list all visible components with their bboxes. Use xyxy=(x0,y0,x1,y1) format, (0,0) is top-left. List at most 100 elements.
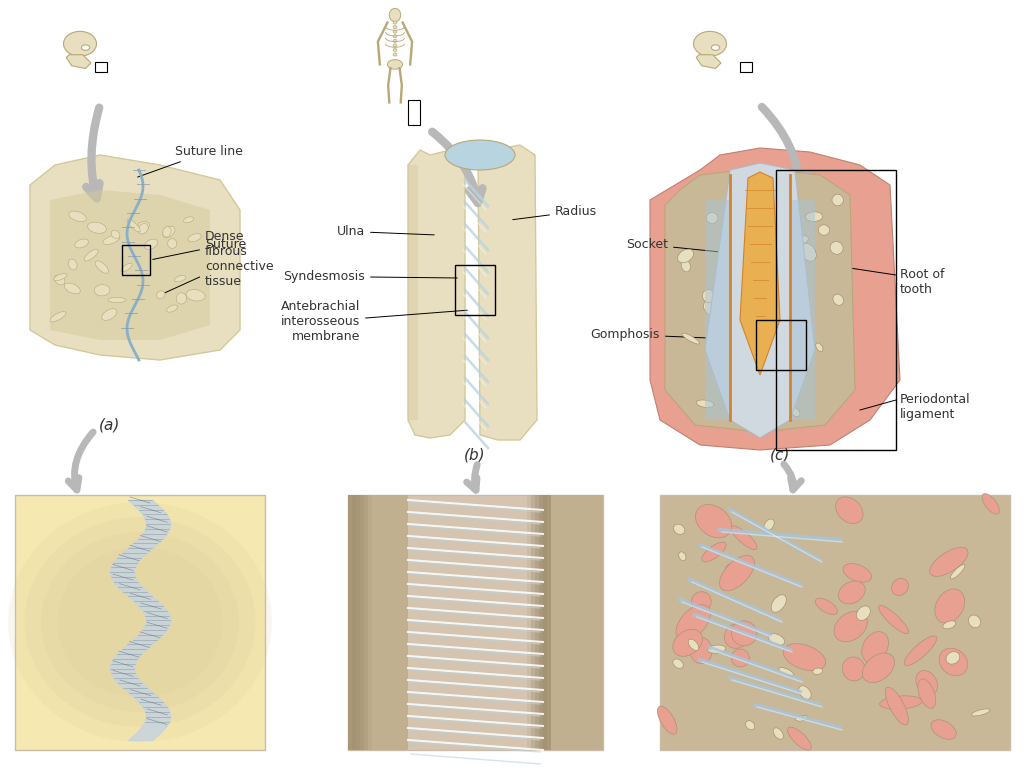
Ellipse shape xyxy=(724,623,750,648)
Text: (b): (b) xyxy=(464,448,485,463)
Ellipse shape xyxy=(713,347,721,356)
Ellipse shape xyxy=(393,39,397,42)
Ellipse shape xyxy=(950,564,965,579)
Ellipse shape xyxy=(54,275,65,285)
Ellipse shape xyxy=(673,659,683,669)
Text: Root of
tooth: Root of tooth xyxy=(900,268,944,296)
Polygon shape xyxy=(705,163,815,438)
Ellipse shape xyxy=(862,653,895,682)
Ellipse shape xyxy=(50,312,66,322)
Ellipse shape xyxy=(946,652,959,664)
Ellipse shape xyxy=(95,261,109,273)
Ellipse shape xyxy=(843,564,871,582)
Ellipse shape xyxy=(720,555,755,591)
Ellipse shape xyxy=(972,709,990,716)
Ellipse shape xyxy=(676,604,711,641)
Text: Socket: Socket xyxy=(626,238,748,255)
Text: Antebrachial
interosseous
membrane: Antebrachial interosseous membrane xyxy=(281,300,467,343)
Text: Radius: Radius xyxy=(513,205,597,220)
Ellipse shape xyxy=(393,49,397,52)
Ellipse shape xyxy=(108,297,126,303)
Bar xyxy=(543,495,603,750)
Ellipse shape xyxy=(764,208,779,223)
Ellipse shape xyxy=(393,53,397,56)
Ellipse shape xyxy=(790,407,800,417)
Ellipse shape xyxy=(138,222,150,229)
Ellipse shape xyxy=(168,239,177,249)
Ellipse shape xyxy=(886,687,908,725)
Ellipse shape xyxy=(25,517,256,727)
Text: (c): (c) xyxy=(770,448,791,463)
Ellipse shape xyxy=(673,629,702,656)
Ellipse shape xyxy=(187,234,202,242)
Ellipse shape xyxy=(935,589,965,623)
Ellipse shape xyxy=(830,242,843,254)
Text: Periodontal
ligament: Periodontal ligament xyxy=(900,393,971,421)
Bar xyxy=(455,265,495,315)
Ellipse shape xyxy=(930,547,968,577)
Ellipse shape xyxy=(731,649,750,667)
Bar xyxy=(360,495,368,750)
Ellipse shape xyxy=(176,293,186,304)
Ellipse shape xyxy=(712,45,720,50)
Bar xyxy=(660,495,1010,750)
Text: Gomphosis: Gomphosis xyxy=(591,328,754,341)
Bar xyxy=(364,495,372,750)
Ellipse shape xyxy=(788,317,798,324)
Ellipse shape xyxy=(843,657,865,681)
Polygon shape xyxy=(408,150,465,438)
Ellipse shape xyxy=(163,226,175,238)
Bar xyxy=(122,245,150,275)
Ellipse shape xyxy=(730,526,757,550)
Ellipse shape xyxy=(678,249,693,262)
Ellipse shape xyxy=(771,594,786,612)
Ellipse shape xyxy=(783,644,825,671)
Text: Ulna: Ulna xyxy=(337,225,434,238)
Ellipse shape xyxy=(157,291,165,299)
Ellipse shape xyxy=(768,634,784,645)
Ellipse shape xyxy=(836,497,863,523)
Ellipse shape xyxy=(799,686,811,699)
Ellipse shape xyxy=(813,668,822,675)
Ellipse shape xyxy=(696,400,714,408)
Ellipse shape xyxy=(931,720,956,740)
Ellipse shape xyxy=(445,140,515,170)
Ellipse shape xyxy=(707,212,718,223)
Ellipse shape xyxy=(688,639,698,651)
Ellipse shape xyxy=(835,611,867,642)
Ellipse shape xyxy=(88,222,106,233)
Text: Suture line: Suture line xyxy=(137,145,243,177)
Ellipse shape xyxy=(831,195,844,205)
Bar xyxy=(756,320,806,370)
Ellipse shape xyxy=(799,235,808,243)
Ellipse shape xyxy=(806,212,822,222)
Ellipse shape xyxy=(703,300,720,316)
Text: Syndesmosis: Syndesmosis xyxy=(284,270,458,283)
Ellipse shape xyxy=(393,44,397,47)
Text: Suture: Suture xyxy=(153,238,246,259)
Ellipse shape xyxy=(681,259,690,272)
Ellipse shape xyxy=(787,727,811,750)
Ellipse shape xyxy=(183,217,194,222)
Ellipse shape xyxy=(393,21,397,24)
Bar xyxy=(535,495,543,750)
Polygon shape xyxy=(30,155,240,360)
Ellipse shape xyxy=(856,606,870,621)
Ellipse shape xyxy=(691,591,712,611)
Ellipse shape xyxy=(695,505,732,538)
Ellipse shape xyxy=(833,294,844,305)
Ellipse shape xyxy=(8,502,272,742)
Ellipse shape xyxy=(163,227,171,237)
Bar xyxy=(95,62,106,72)
Ellipse shape xyxy=(121,263,132,272)
Ellipse shape xyxy=(53,273,67,280)
Ellipse shape xyxy=(393,25,397,29)
Ellipse shape xyxy=(389,8,400,22)
Ellipse shape xyxy=(818,225,829,235)
Ellipse shape xyxy=(815,598,838,615)
Polygon shape xyxy=(705,200,730,420)
Polygon shape xyxy=(67,55,91,69)
Ellipse shape xyxy=(880,696,922,709)
Ellipse shape xyxy=(801,243,816,261)
Polygon shape xyxy=(790,200,815,420)
